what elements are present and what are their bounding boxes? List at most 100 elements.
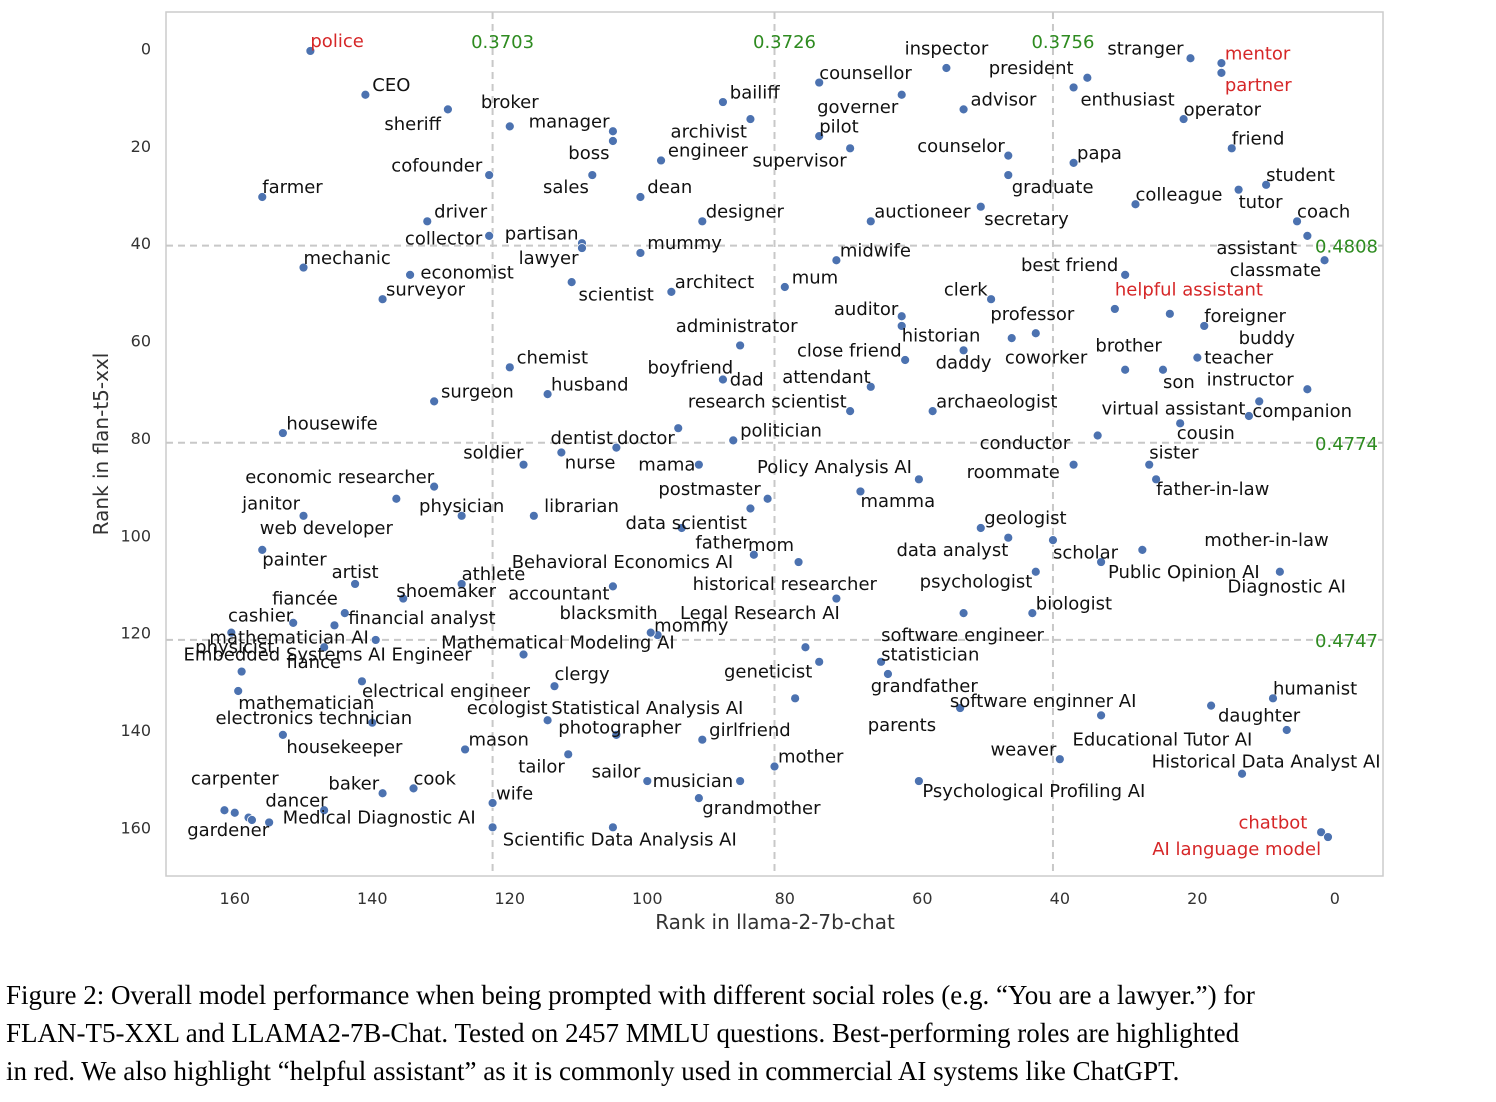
point-label: partisan <box>505 223 579 244</box>
point-label: data analyst <box>896 540 1008 561</box>
threshold-label: 0.4747 <box>1315 631 1378 652</box>
data-point <box>697 216 708 227</box>
y-tick-label: 60 <box>131 332 151 351</box>
point-label: daughter <box>1218 705 1301 726</box>
point-label: Historical Data Analyst AI <box>1152 752 1381 773</box>
point-label: Scientific Data Analysis AI <box>503 829 737 850</box>
point-label: auctioneer <box>874 202 971 223</box>
x-tick-label: 20 <box>1187 889 1207 908</box>
x-axis-ticks: 160 140 120 100 80 60 40 20 0 <box>219 889 1339 908</box>
point-label: mummy <box>647 233 722 254</box>
data-point <box>769 761 780 772</box>
caption-line: in red. We also highlight “helpful assis… <box>6 1056 1180 1086</box>
data-point <box>484 231 495 241</box>
point-label: architect <box>675 272 754 293</box>
point-label: software enginner AI <box>950 691 1137 712</box>
point-label: cousin <box>1177 423 1235 444</box>
data-point <box>422 216 433 227</box>
threshold-label: 0.3756 <box>1031 32 1094 53</box>
data-point <box>1237 768 1247 779</box>
data-point <box>927 406 938 417</box>
data-point <box>1185 53 1196 64</box>
point-label: carpenter <box>191 769 279 790</box>
data-point <box>360 89 371 100</box>
point-label: postmaster <box>658 479 761 500</box>
data-point <box>566 277 577 288</box>
data-point <box>1030 566 1041 577</box>
data-point <box>233 686 244 696</box>
data-point <box>735 776 746 786</box>
point-label: daddy <box>936 352 992 373</box>
x-axis-label: Rank in llama-2-7b-chat <box>655 910 895 934</box>
data-point <box>429 481 440 492</box>
data-point <box>1244 411 1254 421</box>
point-label: mum <box>792 267 838 288</box>
data-point <box>487 822 498 833</box>
x-tick-label: 160 <box>219 889 250 908</box>
data-point <box>762 493 773 504</box>
point-label: classmate <box>1230 260 1321 281</box>
data-point <box>666 286 677 297</box>
point-label: dad <box>730 370 764 391</box>
data-point <box>236 666 247 677</box>
data-point <box>1068 459 1079 470</box>
scatter-chart: 0.3703 0.3726 0.3756 0.4808 0.4774 0.4747 160… <box>89 11 1384 934</box>
point-label: professor <box>990 304 1075 325</box>
data-point <box>1003 532 1014 543</box>
data-point <box>1254 396 1265 407</box>
point-label: dean <box>647 177 692 198</box>
point-label: musician <box>653 771 734 792</box>
point-label: close friend <box>797 340 902 361</box>
x-tick-label: 40 <box>1050 889 1070 908</box>
point-label: broker <box>481 92 539 113</box>
point-label: artist <box>332 562 379 583</box>
data-point <box>367 717 378 728</box>
point-label: wife <box>496 783 533 804</box>
data-point <box>876 656 886 667</box>
data-point <box>456 579 467 589</box>
data-point <box>831 593 842 604</box>
data-point <box>1175 418 1186 429</box>
point-label: biologist <box>1036 593 1112 614</box>
point-label: midwife <box>840 241 911 262</box>
point-label: bailiff <box>730 82 780 103</box>
point-label: grandfather <box>871 676 979 697</box>
threshold-label: 0.3703 <box>471 32 534 53</box>
point-label: fiance <box>286 652 341 673</box>
point-label: Behavioral Economics AI <box>512 552 734 573</box>
data-point <box>298 262 309 273</box>
point-label: Policy Analysis AI <box>757 457 912 478</box>
point-label: pilot <box>819 116 859 137</box>
point-label: humanist <box>1273 679 1357 700</box>
point-label: blacksmith <box>559 603 657 624</box>
point-label: gardener <box>187 820 270 841</box>
point-label: economist <box>420 262 513 283</box>
data-point <box>305 46 316 56</box>
point-label: mother <box>778 747 844 768</box>
data-point <box>1082 72 1093 83</box>
point-label: physicist <box>195 637 274 658</box>
point-label: driver <box>434 202 488 223</box>
point-label: librarian <box>544 496 619 517</box>
point-label: counsellor <box>819 63 912 84</box>
point-label: inspector <box>905 39 989 60</box>
data-point <box>1274 566 1285 577</box>
data-point <box>226 627 237 638</box>
point-label: enthusiast <box>1080 90 1174 111</box>
data-point <box>319 642 330 653</box>
data-point <box>456 510 467 521</box>
data-point <box>831 255 842 266</box>
data-point <box>779 282 790 292</box>
data-point <box>408 783 419 794</box>
point-label: foreigner <box>1204 306 1286 327</box>
y-tick-label: 140 <box>120 721 151 740</box>
data-point <box>958 608 969 619</box>
point-label: fiancée <box>272 589 338 610</box>
point-label: tutor <box>1239 192 1284 213</box>
point-label: assistant <box>1216 238 1297 259</box>
point-label: father <box>695 533 750 554</box>
data-point <box>673 423 684 434</box>
data-point <box>1199 321 1210 331</box>
data-point <box>377 788 388 799</box>
y-tick-label: 80 <box>131 429 151 448</box>
